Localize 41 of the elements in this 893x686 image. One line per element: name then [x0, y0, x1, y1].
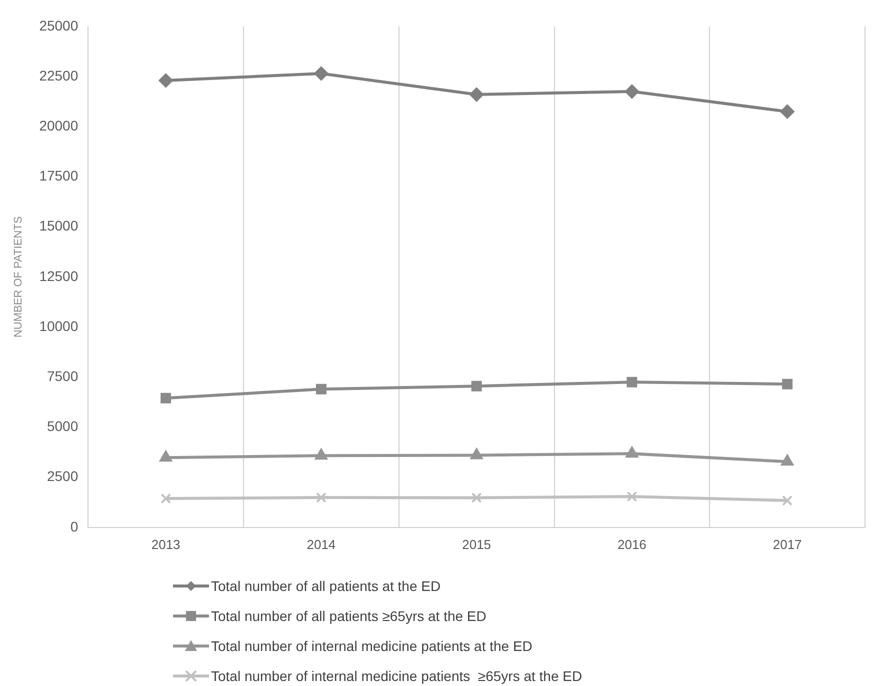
- y-tick-label: 15000: [39, 218, 78, 234]
- point: [314, 66, 328, 80]
- point: [782, 495, 793, 506]
- x-tick-label: 2015: [462, 536, 492, 552]
- y-tick-label: 5000: [46, 418, 78, 434]
- point: [158, 74, 173, 88]
- point: [471, 380, 482, 392]
- point: [314, 448, 328, 460]
- x-tick-label: 2017: [772, 536, 802, 552]
- x-tick-label: 2014: [306, 536, 336, 552]
- point: [160, 493, 172, 504]
- point: [470, 448, 483, 460]
- point: [626, 376, 638, 388]
- point: [316, 384, 326, 394]
- y-tick-label: 25000: [39, 17, 78, 34]
- y-tick-label: 10000: [39, 318, 78, 334]
- legend-label: Total number of internal medicine patients at the ED: [211, 638, 532, 654]
- y-tick-label: 2500: [46, 468, 78, 484]
- point: [471, 492, 482, 503]
- point: [624, 84, 639, 99]
- y-tick-label: 17500: [39, 168, 78, 184]
- point: [626, 491, 638, 502]
- point: [782, 378, 793, 390]
- legend-label: Total number of all patients ≥65yrs at the ED: [211, 608, 486, 624]
- y-axis-title: NUMBER OF PATIENTS: [12, 216, 25, 338]
- y-tick-label: 12500: [39, 268, 78, 284]
- point: [626, 446, 638, 458]
- y-tick-label: 22500: [39, 67, 78, 84]
- legend-label: Total number of all patients at the ED: [211, 578, 441, 594]
- x-tick-label: 2013: [151, 536, 180, 552]
- y-tick-label: 0: [70, 518, 78, 534]
- point: [780, 104, 794, 119]
- point: [160, 450, 172, 462]
- point: [316, 492, 326, 503]
- point: [470, 88, 484, 102]
- x-tick-label: 2016: [617, 536, 646, 552]
- y-tick-label: 20000: [39, 117, 78, 134]
- y-tick-label: 7500: [46, 368, 78, 384]
- legend-label: Total number of internal medicine patients ≥65yrs at the ED: [211, 668, 582, 684]
- point: [160, 392, 172, 404]
- point: [781, 454, 794, 466]
